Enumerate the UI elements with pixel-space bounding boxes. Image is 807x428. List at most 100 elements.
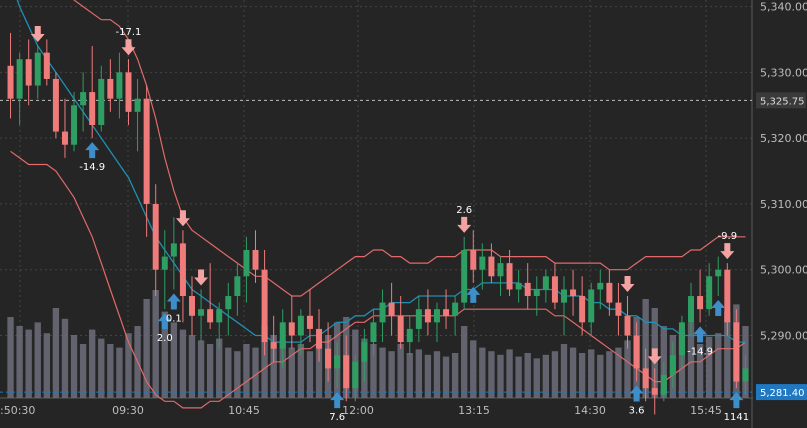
candle-body [134,98,141,112]
candle-body [706,276,713,310]
candle-body [724,269,731,323]
volume-bar [197,340,205,398]
candle-body [261,269,268,343]
signal-label: 2.6 [456,205,472,216]
volume-bar [569,347,577,398]
candle-body [116,72,123,99]
buy-arrow-icon [157,313,172,330]
volume-bar [61,318,69,398]
candle-body [234,276,241,297]
volume-bar [696,344,704,398]
candle-body [306,315,313,329]
volume-bar [297,344,305,398]
volume-bar [89,329,96,398]
volume-bar [188,335,196,398]
volume-bar [497,354,504,398]
time-tick-label: 09:30 [112,404,144,417]
buy-arrow-icon [693,326,708,343]
candle-body [697,296,704,310]
volume-bar [243,344,250,398]
time-tick-label: 10:45 [228,404,260,417]
time-axis[interactable]: :50:30 09:30 10:45 12:00 13:15 14:30 15:45 [0,404,722,417]
candle-body [551,276,558,303]
signal-label: 1141 [724,412,749,423]
volume-bar [25,329,32,398]
signal-label: 7.6 [329,412,345,423]
signal-label: -9.9 [718,231,738,242]
candle-body [152,203,159,270]
volume-bar [397,344,404,398]
price-tick-label: 5,300.00 [760,264,807,277]
candle-body [207,309,214,323]
candle-body [415,309,422,329]
price-tick-label: 5,310.00 [760,198,807,211]
candle-body [515,282,522,290]
volume-bar [551,351,559,398]
volume-bar [597,354,604,398]
volume-bar [225,347,232,398]
price-axis[interactable]: 5,340.00 5,330.00 5,320.00 5,310.00 5,300.00… [753,0,807,428]
candle-body [579,296,586,323]
volume-bar [506,349,513,398]
candle-body [660,374,667,395]
candle-body [733,322,740,382]
candle-body [397,315,404,343]
volume-bar [542,354,550,398]
volume-bar [34,322,41,398]
candle-body [433,309,440,323]
candle-body [497,263,504,277]
volume-bar [424,354,432,398]
volume-bar [306,351,314,398]
time-tick-label: 12:00 [342,404,374,417]
volume-bar [433,351,441,398]
candle-body [16,59,23,99]
candle-body [561,289,567,303]
time-tick-label: :50:30 [0,404,35,417]
volume-bar [161,311,168,398]
candle-body [279,322,286,349]
volume-bar [261,326,268,398]
candle-body [161,256,168,270]
buy-arrow-icon [629,385,644,402]
volume-bar [234,351,241,398]
volume-bar [216,338,223,398]
time-tick-label: 13:15 [458,404,490,417]
candle-body [270,342,277,349]
volume-bar [7,317,14,398]
candle-body [443,309,450,316]
candle-body [170,243,177,257]
volume-bar [588,349,595,398]
candle-body [742,368,749,382]
volume-bar [270,335,277,398]
candle-body [715,269,722,277]
candle-body [361,342,368,362]
candle-body [470,249,477,270]
candle-body [461,249,468,303]
volume-bar [279,340,286,398]
candle-body [71,105,78,145]
candle-body [479,256,486,270]
volume-bar [107,344,114,398]
reference-price-tag [756,92,806,109]
candle-body [61,131,68,145]
price-axis-background [753,0,807,428]
volume-bar [488,351,495,398]
signal-label: -14.9 [687,346,713,357]
volume-bar [470,340,477,398]
volume-bar [179,329,187,398]
volume-bar [98,338,105,398]
candle-body [297,315,304,336]
candle-body [243,249,250,277]
candle-body [452,302,459,316]
candle-body [506,263,513,290]
price-tick-label: 5,330.00 [760,66,807,79]
volume-bar [406,353,413,398]
volume-bar [288,347,295,398]
volume-bar [70,335,78,398]
sell-arrow-icon [620,276,635,293]
candle-body [424,309,431,323]
sell-arrow-icon [457,216,472,233]
candle-body [542,276,549,290]
